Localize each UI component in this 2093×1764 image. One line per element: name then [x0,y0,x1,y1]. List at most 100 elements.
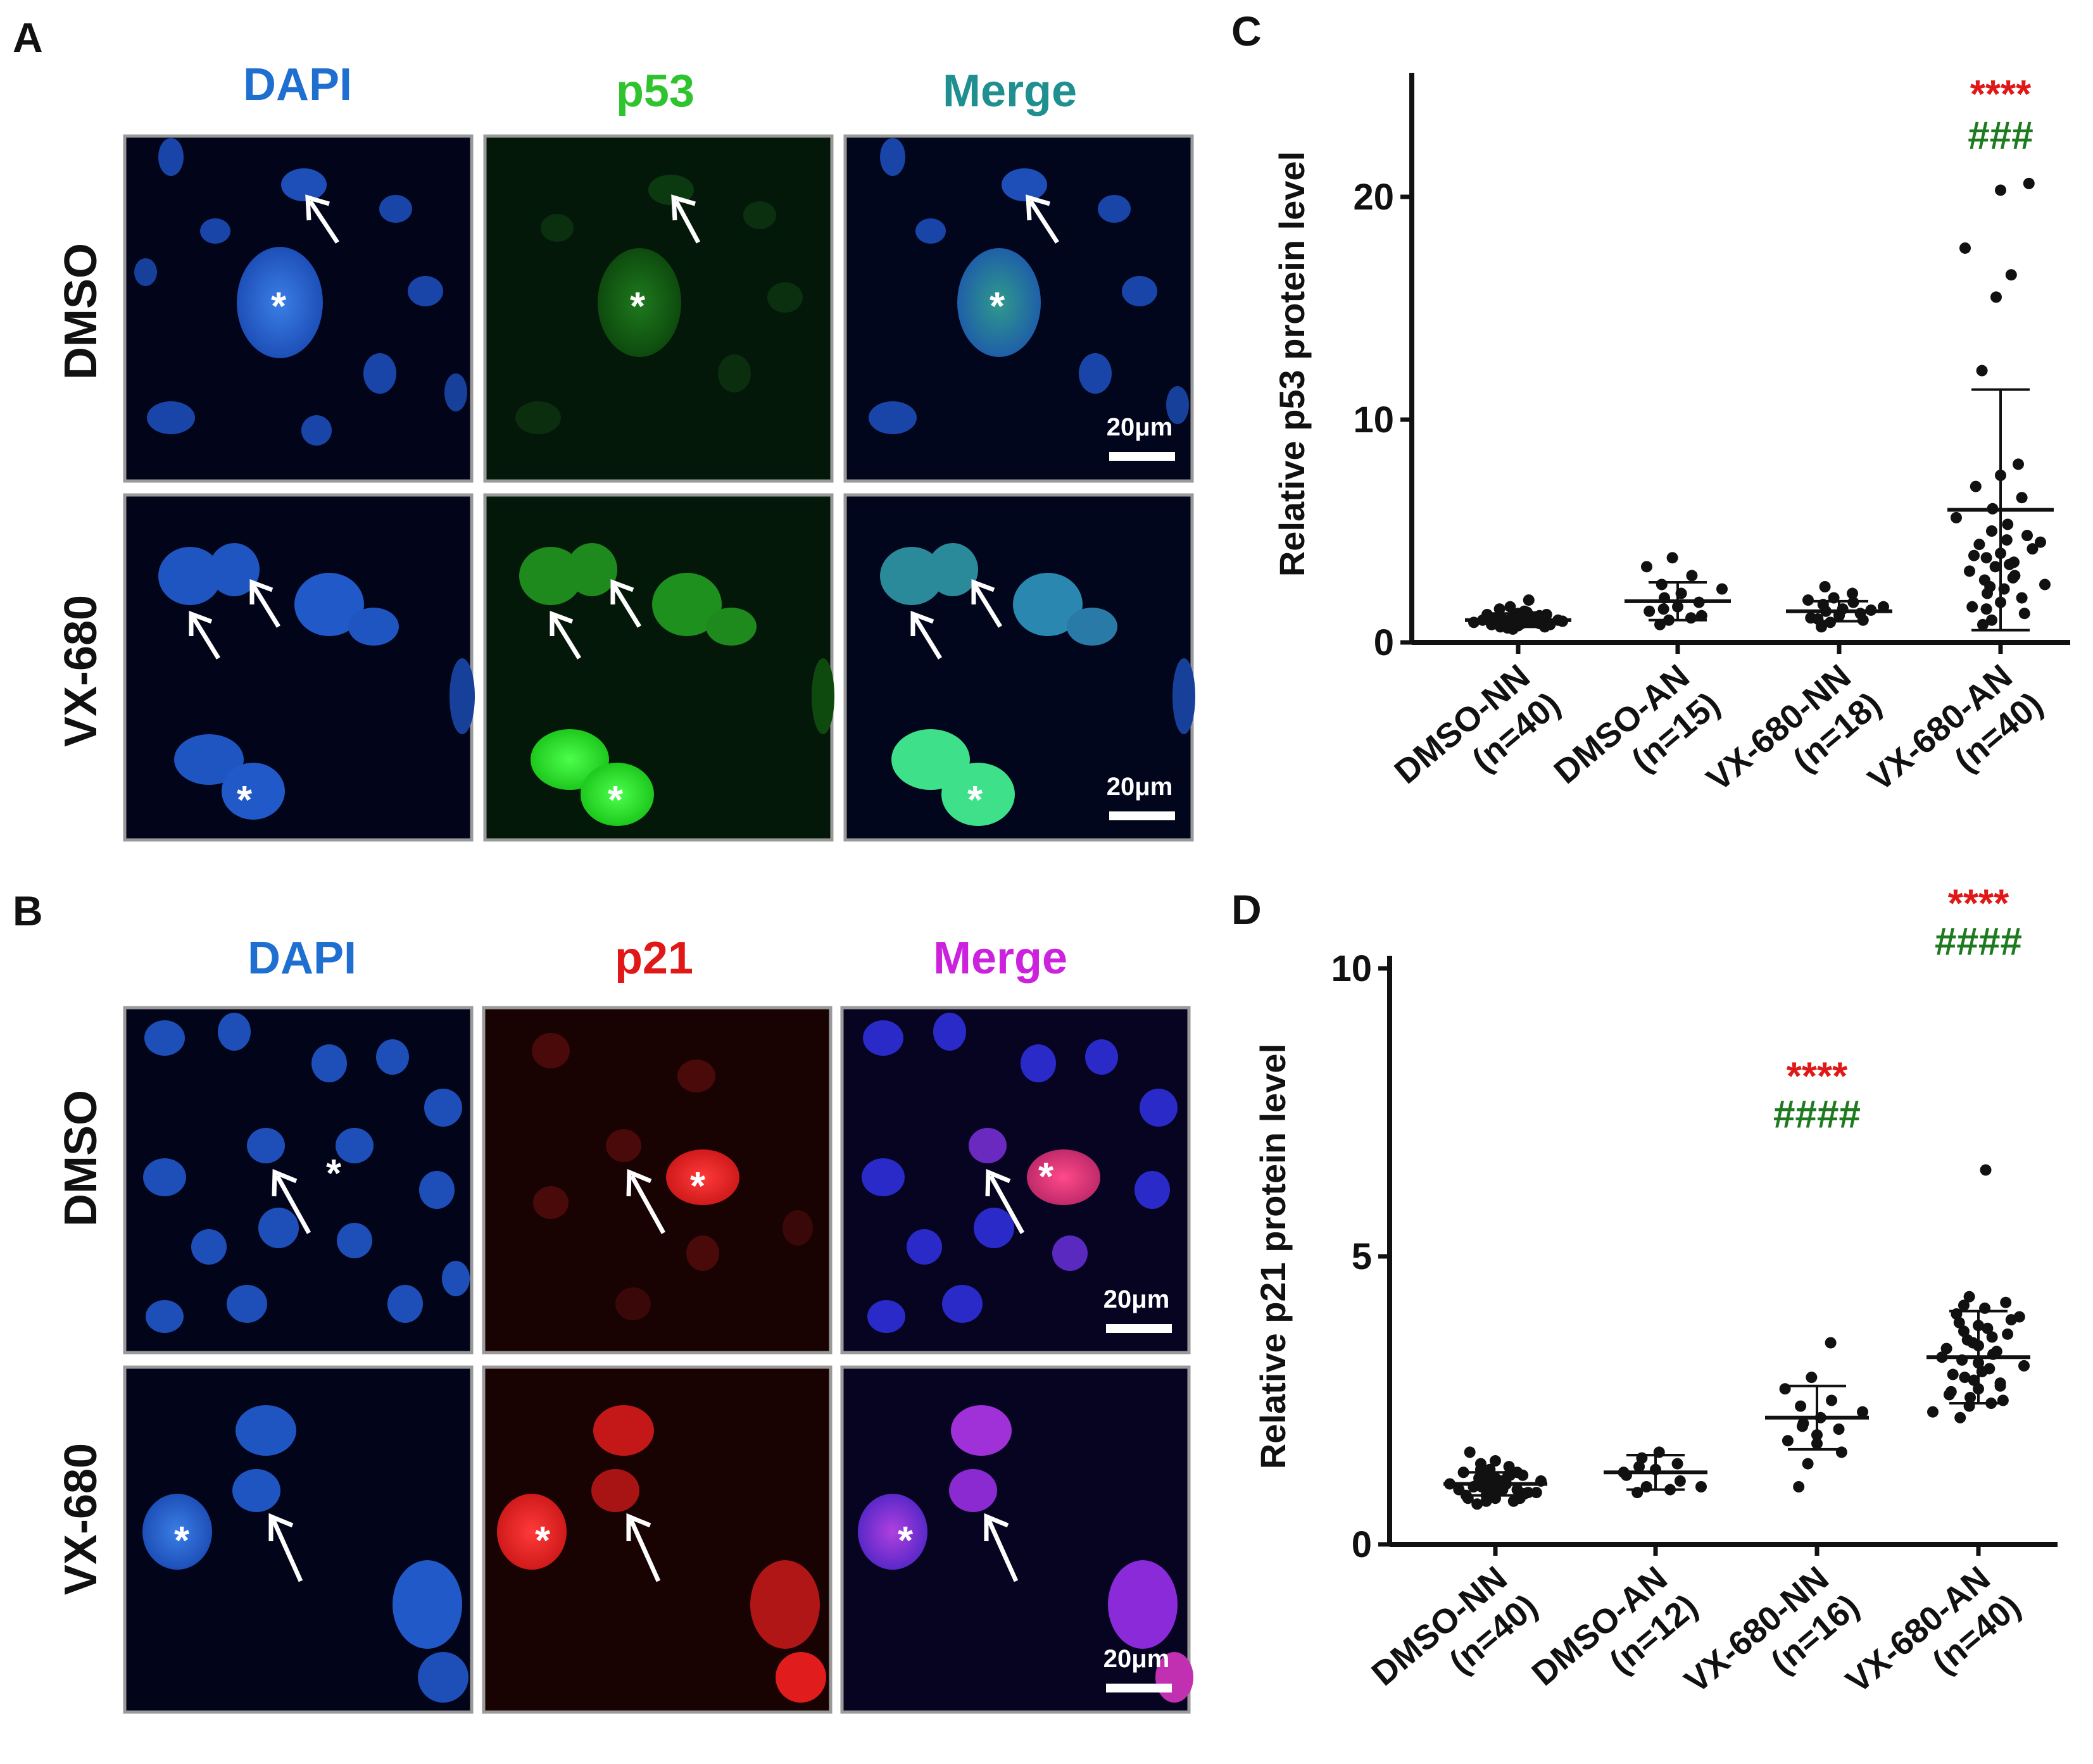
chart-d-data-point [1793,1481,1805,1492]
chart-c-data-point [1973,539,1985,551]
chart-d-data-point [1857,1406,1868,1418]
chart-d-data-point [1674,1475,1686,1487]
chart-d-data-point [1825,1337,1837,1349]
chart-d-data-point [1671,1458,1683,1470]
micrograph-b-vx680-merge [840,1365,1193,1714]
asterisk-b-vx680-p21: * [535,1519,551,1563]
chart-d-significance-stars: **** [1948,882,2009,926]
row-label-vx680-b: VX-680 [56,1443,106,1595]
chart-d-data-point [1833,1423,1845,1435]
chart-c-data-point [1656,579,1668,591]
micrograph-a-vx680-dapi [123,493,475,842]
chart-d-data-point [1982,1322,1994,1334]
chart-d-data-point [1633,1461,1645,1473]
chart-c-data-point [2005,269,2017,281]
row-label-dmso-b: DMSO [56,1090,106,1227]
chart-c-data-point [1970,480,1982,492]
chart-c-data-point [2018,608,2030,620]
chart-c-data-point [1968,549,1980,561]
micrograph-b-dmso-merge [840,1006,1191,1354]
channel-header-dapi-b: DAPI [248,933,356,984]
channel-header-merge-b: Merge [933,933,1067,984]
chart-d-data-point [1958,1299,1970,1311]
asterisk-a-dmso-merge: * [990,285,1005,328]
micrograph-a-dmso-merge [843,134,1194,483]
chart-c-data-point [1995,184,2006,196]
chart-c-data-point [1686,570,1698,582]
chart-d-data-point [2000,1296,2012,1308]
chart-d-data-point [1968,1374,1980,1386]
chart-c-data-point [1802,594,1814,606]
chart-d-data-point [1782,1435,1794,1447]
scale-bar-label-b-vx680: 20μm [1103,1645,1170,1673]
chart-c-data-point [1976,365,1988,377]
chart-c-data-point [1812,613,1824,625]
chart-d-y-tick-label: 5 [1352,1236,1372,1277]
channel-header-dapi-a: DAPI [243,59,352,110]
micrograph-a-dmso-p53 [483,134,834,483]
chart-d-data-point [1990,1346,2002,1358]
chart-c-data-point [2016,492,2028,504]
chart-c-data-point [1984,581,1996,592]
chart-d-data-point [1961,1334,1973,1346]
chart-d-data-point [1519,1487,1531,1499]
asterisk-a-vx680-p53: * [608,779,624,822]
scale-bar-label-a-vx680: 20μm [1107,773,1173,801]
chart-d-data-point [1980,1164,1992,1176]
chart-c-data-point [2001,534,2013,546]
chart-d-data-point [1464,1446,1476,1458]
chart-d-y-tick-label: 0 [1352,1524,1372,1565]
chart-c-data-point [2002,518,2014,530]
chart-d-y-axis-label: Relative p21 protein level [1253,1044,1293,1469]
chart-c-data-point [2035,536,2046,548]
chart-d-data-point [1958,1325,1970,1337]
chart-c-data-point [1964,565,1975,577]
channel-header-merge-a: Merge [943,66,1077,116]
asterisk-a-vx680-merge: * [967,779,983,822]
chart-d-significance-hashes: #### [1935,920,2022,964]
chart-d-data-point [1964,1391,1977,1403]
row-label-vx680-a: VX-680 [56,595,106,747]
panel-label-a: A [13,14,43,61]
micrograph-b-dmso-p21 [482,1006,833,1354]
chart-d-data-point [1954,1411,1966,1423]
chart-c-data-point [2027,543,2039,555]
chart-d-data-point [1994,1380,2006,1392]
chart-c-data-point [2016,592,2028,604]
chart-c-data-point [1695,610,1707,622]
asterisk-a-vx680-dapi: * [237,779,253,822]
chart-c-data-point [1641,561,1652,573]
chart-c-significance-hashes: ### [1968,114,2033,158]
chart-c-data-point [1819,581,1831,592]
chart-d-significance-stars: **** [1787,1055,1848,1099]
scale-bar-label-a-dmso: 20μm [1107,413,1173,441]
micrograph-a-dmso-dapi [123,134,474,483]
chart-c-data-point [1493,603,1505,615]
panel-label-c: C [1231,8,1262,54]
chart-c-data-point [1657,603,1669,615]
chart-c-significance-stars: **** [1970,73,2032,116]
chart-c-data-point [1986,614,1997,626]
chart-d-data-point [1986,1331,1998,1343]
asterisk-a-dmso-p53: * [630,285,646,328]
chart-d-data-point [1963,1291,1975,1303]
micrograph-a-vx680-p53 [483,493,834,842]
chart-c-data-point [1644,605,1656,617]
chart-c-data-point [1986,525,1997,537]
chart-d-data-point [1927,1406,1939,1418]
asterisk-b-dmso-p21: * [690,1165,706,1208]
chart-c-data-point [1504,601,1516,613]
chart-c-data-point [2004,558,2015,570]
chart-d-data-point [1530,1487,1542,1499]
chart-c-data-point [1716,583,1728,595]
chart-d-data-point [2018,1360,2030,1372]
chart-c-data-point [1959,242,1971,254]
chart-c-data-point [1523,594,1535,606]
chart-d-data-point [2013,1311,2025,1323]
panel-label-d: D [1231,886,1262,933]
chart-c-data-point [1980,603,1992,615]
chart-d-data-point [1507,1495,1519,1507]
micrograph-b-vx680-dapi [123,1365,474,1714]
chart-d-data-point [1945,1386,1957,1398]
